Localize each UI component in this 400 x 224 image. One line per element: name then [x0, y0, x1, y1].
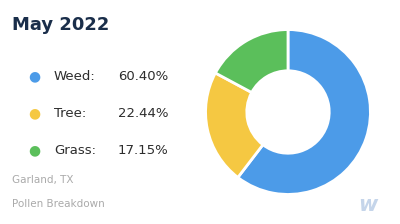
Text: Garland, TX: Garland, TX	[12, 175, 74, 185]
Wedge shape	[215, 30, 288, 93]
Text: 60.40%: 60.40%	[118, 70, 168, 83]
Text: 17.15%: 17.15%	[118, 144, 169, 157]
Wedge shape	[206, 73, 263, 177]
Text: 22.44%: 22.44%	[118, 107, 168, 120]
Text: w: w	[358, 195, 377, 215]
Text: Pollen Breakdown: Pollen Breakdown	[12, 199, 105, 209]
Text: ●: ●	[28, 69, 40, 83]
Text: Weed:: Weed:	[54, 70, 96, 83]
Text: ●: ●	[28, 143, 40, 157]
Text: ●: ●	[28, 106, 40, 120]
Text: May 2022: May 2022	[12, 16, 109, 34]
Text: Grass:: Grass:	[54, 144, 96, 157]
Wedge shape	[238, 30, 370, 194]
Text: Tree:: Tree:	[54, 107, 86, 120]
